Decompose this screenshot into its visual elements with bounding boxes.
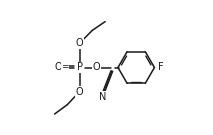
Text: O: O: [76, 38, 83, 48]
Text: O: O: [76, 87, 83, 97]
Text: =: =: [61, 62, 69, 71]
Text: O: O: [93, 63, 100, 72]
Text: N: N: [99, 92, 106, 102]
Text: F: F: [158, 63, 164, 72]
Text: O: O: [54, 63, 62, 72]
Text: P: P: [76, 63, 82, 72]
